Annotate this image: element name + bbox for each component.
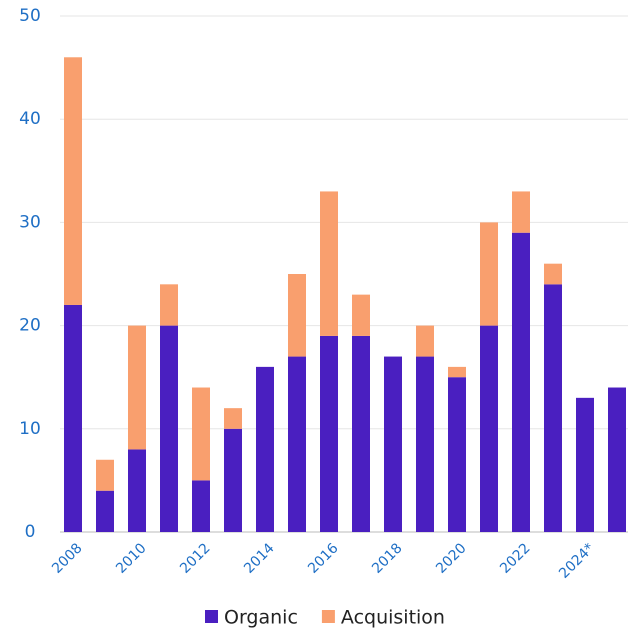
bar-segment <box>416 325 434 357</box>
bar-segment <box>480 325 498 532</box>
bar-segment <box>608 387 626 532</box>
bar-segment <box>448 366 466 378</box>
bar-segment <box>448 377 466 532</box>
x-tick-label: 2024* <box>556 540 597 581</box>
bar-segment <box>512 232 530 532</box>
y-tick-label: 40 <box>19 109 41 129</box>
bar-segment <box>416 356 434 532</box>
bar-segment <box>64 57 82 305</box>
x-tick-label: 2008 <box>49 540 86 577</box>
bar-segment <box>320 335 338 532</box>
bar-segment <box>224 428 242 532</box>
bar-segment <box>160 325 178 532</box>
bar-segment <box>192 480 210 532</box>
y-tick-label: 10 <box>19 419 41 439</box>
y-tick-label: 50 <box>19 6 41 26</box>
bar-segment <box>64 304 82 532</box>
bar-segment <box>544 284 562 532</box>
bar-segment <box>352 335 370 532</box>
bar-segment <box>480 222 498 326</box>
bar-segment <box>288 274 306 357</box>
bar-segment <box>576 397 594 532</box>
x-tick-label: 2012 <box>177 540 214 577</box>
legend-label: Acquisition <box>341 607 445 629</box>
legend-label: Organic <box>224 607 298 629</box>
x-tick-label: 2014 <box>241 540 278 577</box>
bar-segment <box>512 191 530 233</box>
bar-segment <box>224 408 242 429</box>
bar-segment <box>288 356 306 532</box>
bar-segment <box>128 449 146 532</box>
y-tick-label: 0 <box>25 522 36 542</box>
bar-segment <box>544 263 562 285</box>
x-tick-label: 2020 <box>433 540 470 577</box>
legend-swatch <box>321 610 335 623</box>
bar-segment <box>256 366 274 532</box>
x-tick-label: 2010 <box>113 540 150 577</box>
y-tick-label: 20 <box>19 316 41 336</box>
y-tick-label: 30 <box>19 212 41 232</box>
legend-swatch <box>205 610 218 623</box>
bar-segment <box>96 490 114 532</box>
bar-segment <box>160 284 178 326</box>
x-tick-label: 2016 <box>305 540 342 577</box>
bar-segment <box>128 325 146 450</box>
bar-segment <box>320 191 338 336</box>
bar-segment <box>352 294 370 336</box>
x-tick-label: 2022 <box>497 540 534 577</box>
bar-segment <box>96 459 114 491</box>
x-tick-label: 2018 <box>369 540 406 577</box>
bar-segment <box>384 356 402 532</box>
bar-segment <box>192 387 210 481</box>
